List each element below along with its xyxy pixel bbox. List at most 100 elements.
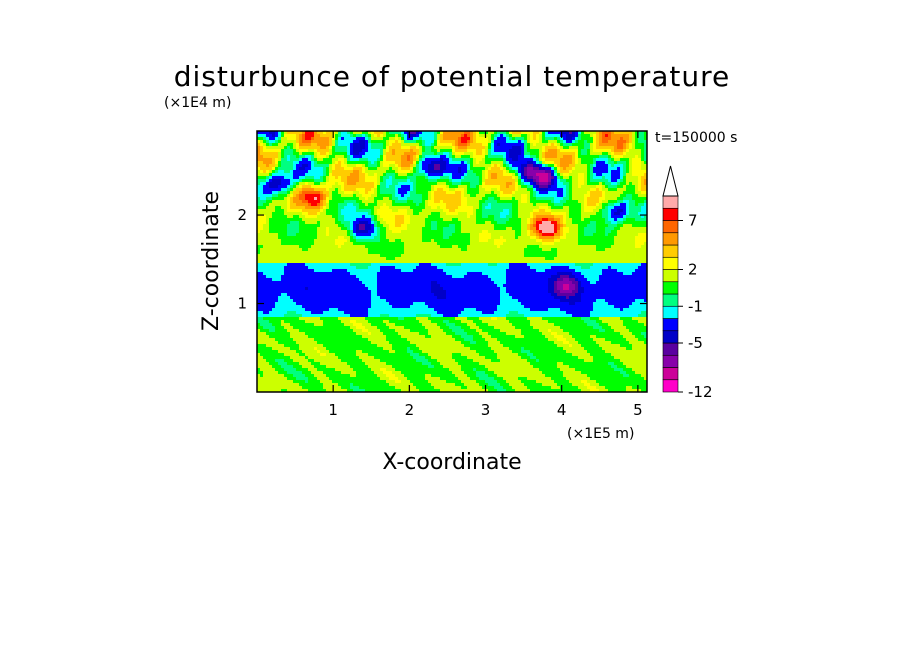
field-cell (353, 173, 357, 177)
field-cell (386, 224, 390, 228)
field-cell (578, 224, 582, 228)
field-cell (326, 143, 330, 147)
field-cell (308, 215, 312, 219)
field-cell (410, 161, 414, 165)
field-cell (425, 191, 429, 195)
field-cell (332, 239, 336, 243)
field-cell (317, 140, 321, 144)
field-cell (617, 233, 621, 237)
field-cell (566, 164, 570, 168)
field-cell (341, 143, 345, 147)
field-cell (431, 164, 435, 168)
field-cell (509, 236, 513, 240)
field-cell (290, 197, 294, 201)
field-cell (395, 221, 399, 225)
field-cell (377, 188, 381, 192)
field-cell (623, 224, 627, 228)
field-cell (356, 134, 360, 138)
field-cell (290, 152, 294, 156)
field-cell (563, 143, 567, 147)
field-cell (587, 242, 591, 246)
field-cell (518, 149, 522, 153)
field-cell (308, 206, 312, 210)
field-cell (269, 170, 273, 174)
field-cell (422, 179, 426, 183)
field-cell (329, 215, 333, 219)
field-cell (554, 185, 558, 189)
field-cell (626, 233, 630, 237)
field-cell (347, 221, 351, 225)
field-cell (260, 149, 264, 153)
field-cell (260, 152, 264, 156)
field-cell (539, 188, 543, 192)
field-cell (479, 170, 483, 174)
field-cell (482, 194, 486, 198)
field-cell (437, 131, 441, 135)
field-cell (602, 134, 606, 138)
field-cell (392, 149, 396, 153)
field-cell (440, 233, 444, 237)
field-cell (503, 203, 507, 207)
field-cell (320, 158, 324, 162)
field-cell (407, 185, 411, 189)
field-cell (296, 143, 300, 147)
field-cell (560, 242, 564, 246)
field-cell (611, 221, 615, 225)
field-cell (467, 188, 471, 192)
field-cell (629, 170, 633, 174)
field-cell (425, 176, 429, 180)
field-cell (404, 173, 408, 177)
field-cell (353, 164, 357, 168)
field-cell (641, 158, 645, 162)
field-cell (425, 170, 429, 174)
field-cell (554, 164, 558, 168)
field-cell (527, 194, 531, 198)
field-cell (344, 200, 348, 204)
field-cell (497, 233, 501, 237)
field-cell (611, 179, 615, 183)
field-cell (440, 149, 444, 153)
field-cell (620, 179, 624, 183)
field-cell (368, 179, 372, 183)
field-cell (431, 239, 435, 243)
field-cell (569, 194, 573, 198)
field-cell (500, 176, 504, 180)
field-cell (389, 224, 393, 228)
field-cell (419, 218, 423, 222)
field-cell (347, 194, 351, 198)
field-cell (323, 164, 327, 168)
field-cell (401, 173, 405, 177)
field-cell (380, 197, 384, 201)
field-cell (590, 197, 594, 201)
field-cell (425, 242, 429, 246)
field-cell (308, 185, 312, 189)
field-cell (419, 227, 423, 231)
field-cell (290, 173, 294, 177)
field-cell (455, 239, 459, 243)
field-cell (596, 206, 600, 210)
field-cell (371, 140, 375, 144)
field-cell (506, 203, 510, 207)
field-cell (641, 212, 645, 216)
field-cell (305, 185, 309, 189)
field-cell (458, 239, 462, 243)
field-cell (614, 146, 618, 150)
field-cell (314, 197, 318, 201)
field-cell (326, 227, 330, 231)
field-cell (548, 236, 552, 240)
field-cell (560, 236, 564, 240)
field-cell (296, 170, 300, 174)
field-cell (587, 185, 591, 189)
field-cell (605, 239, 609, 243)
field-cell (509, 176, 513, 180)
field-cell (326, 239, 330, 243)
field-cell (566, 206, 570, 210)
field-cell (566, 134, 570, 138)
field-cell (386, 230, 390, 234)
field-cell (572, 242, 576, 246)
field-cell (314, 149, 318, 153)
field-cell (638, 206, 642, 210)
field-cell (617, 191, 621, 195)
field-cell (512, 197, 516, 201)
field-cell (350, 242, 354, 246)
